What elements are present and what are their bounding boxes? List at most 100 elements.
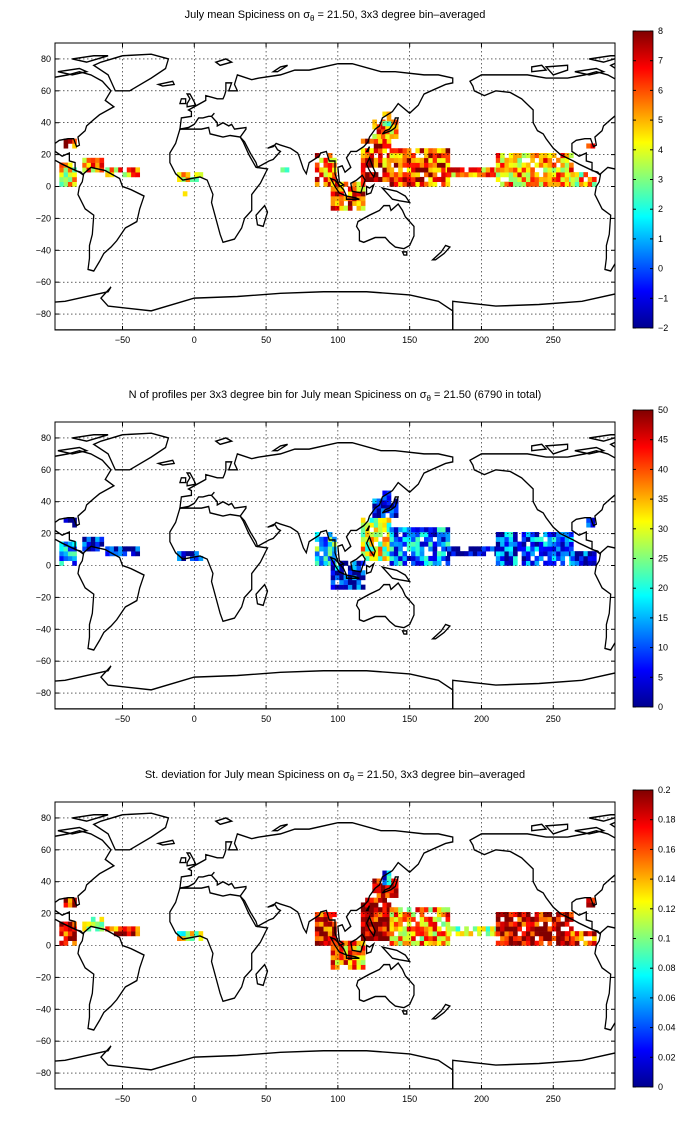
data-bin [386,138,392,144]
data-bin [411,551,416,557]
data-bin [432,921,438,927]
data-bin [382,541,387,547]
colorbar-tick-label: 0.18 [658,815,676,825]
grid [55,43,615,330]
data-bin [356,200,362,206]
data-bin [59,926,64,932]
data-bin [428,940,433,946]
data-bin [415,176,421,183]
data-bin [126,167,132,173]
data-bin [393,153,399,159]
data-bin [560,157,566,163]
data-bin [547,551,553,557]
data-bin [517,912,522,918]
data-bin [485,546,491,552]
data-bin [534,912,540,918]
data-bin [445,532,451,538]
data-bin [530,541,535,547]
data-bin [378,162,383,168]
data-bin [386,935,392,942]
data-bin [323,560,329,566]
colorbar-tick-label: 0.02 [658,1052,676,1062]
data-bin [490,172,495,178]
data-bin [495,921,501,927]
data-bin [530,926,535,932]
data-bin [365,555,370,562]
y-tick-label: 0 [46,182,51,192]
data-bin [360,912,366,918]
colorbar-tick-label: 10 [658,643,668,653]
data-bin [508,921,514,927]
data-bin [534,162,540,168]
x-tick-label: 0 [192,1094,197,1104]
data-bin [393,532,399,538]
data-bin [530,931,535,937]
data-bin [376,888,382,894]
data-bin [198,555,204,562]
data-bin [504,536,510,542]
data-bin [382,111,387,117]
data-bin [564,541,570,547]
data-bin [373,935,379,942]
data-bin [360,935,366,942]
data-bin [517,546,522,552]
data-bin [386,500,392,506]
data-bin [556,167,561,173]
data-bin [495,555,501,562]
data-bin [352,959,357,965]
data-bin [373,522,379,528]
data-bin [428,546,433,552]
data-bin [521,176,527,183]
data-bin [372,508,377,514]
data-bin [556,157,561,163]
data-bin [373,916,379,922]
data-bin [360,148,366,154]
data-bin [398,153,403,159]
data-bin [378,555,383,562]
data-bin [389,129,395,135]
y-tick-label: 80 [41,813,51,823]
data-bin [428,907,433,913]
data-bin [406,546,412,552]
data-bin [432,916,438,922]
data-bin [411,912,416,918]
data-bin [411,546,416,552]
data-bin [447,926,452,932]
data-bin [517,921,522,927]
data-bin [194,551,199,557]
data-bin [327,153,333,159]
data-bin [393,162,399,168]
data-bin [574,935,580,942]
data-bin [365,532,370,538]
plot-area [55,802,615,1089]
data-bin [360,921,366,927]
data-bin [547,931,553,937]
data-bin [530,157,535,163]
data-bin [513,560,518,566]
data-bin [415,541,421,547]
data-bin [513,546,518,552]
data-bin [534,931,540,937]
data-bin [189,176,195,183]
data-bin [378,522,383,528]
data-bin [369,935,375,942]
data-bin [82,926,87,932]
data-bin [419,546,425,552]
data-bin [389,541,395,547]
data-bin [543,916,548,922]
x-tick-label: 50 [261,335,271,345]
data-bin [592,555,597,562]
data-bin [327,551,333,557]
data-bin [560,555,566,562]
data-bin [343,181,349,187]
data-bin [534,541,540,547]
data-bin [398,916,403,922]
data-bin [564,921,570,927]
data-bin [459,167,465,173]
data-bin [323,546,329,552]
data-bin [521,935,527,942]
data-bin [122,926,128,932]
data-bin [436,940,442,946]
x-tick-label: 50 [261,714,271,724]
data-bin [393,926,399,932]
